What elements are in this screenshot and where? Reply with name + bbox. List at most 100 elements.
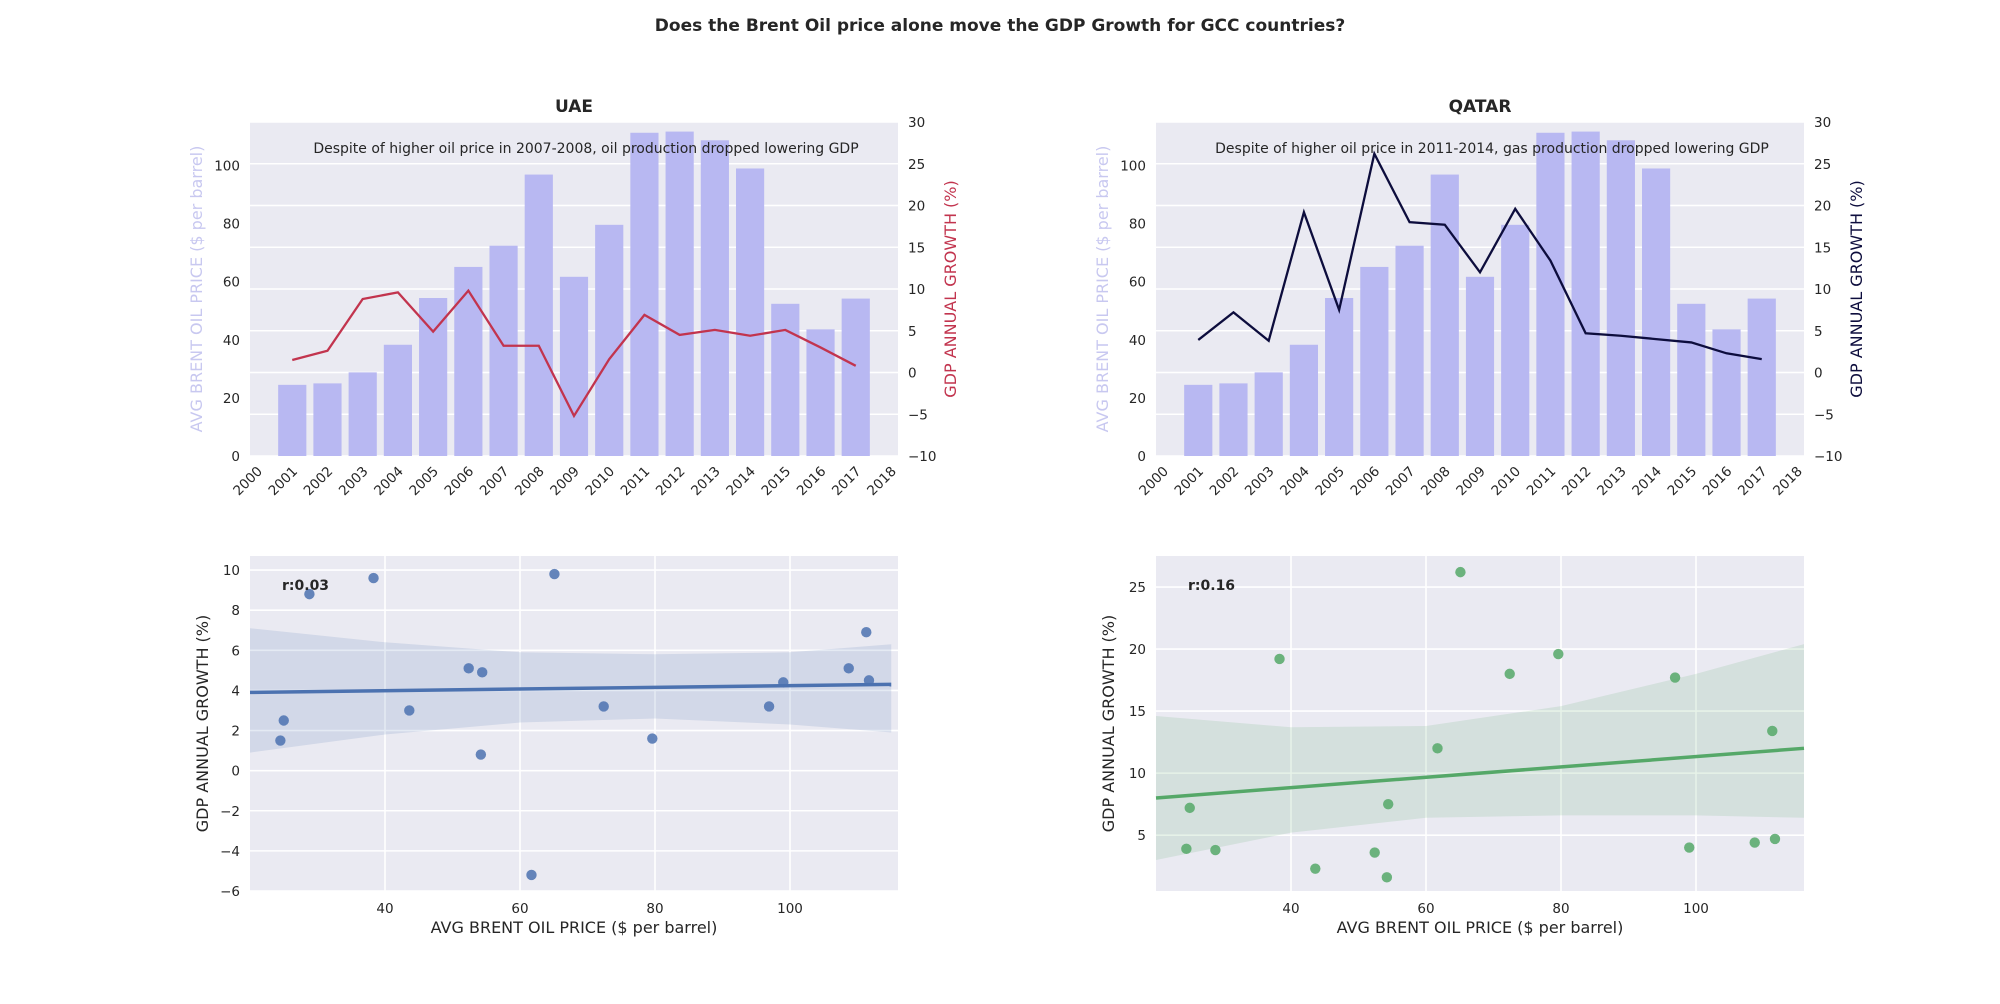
bar-2008 (524, 174, 553, 456)
scatter-point (278, 715, 289, 726)
bar-2005 (419, 298, 448, 456)
x-tick-label: 40 (1282, 901, 1299, 917)
y-tick-label: 40 (1129, 333, 1146, 349)
y2-tick-label: 30 (1814, 115, 1831, 131)
y-tick-label: 100 (1120, 159, 1146, 175)
x-tick-label: 2018 (1770, 464, 1806, 500)
scatter-point (1274, 653, 1285, 665)
bar-2012 (665, 131, 694, 456)
y-tick-label: 100 (214, 159, 240, 175)
scatter-point (1310, 863, 1321, 874)
bar-2009 (559, 276, 589, 456)
scatter-point (1553, 648, 1564, 660)
x-tick-label: 2000 (230, 464, 266, 500)
bar-2002 (313, 383, 342, 456)
bar-2014 (736, 168, 765, 457)
confidence-band (1156, 644, 1804, 860)
y-tick-label: 10 (1129, 766, 1146, 782)
y2-tick-label: 5 (1814, 324, 1823, 340)
scatter-point (1767, 725, 1778, 737)
y2-tick-label: 0 (1814, 366, 1823, 382)
y-tick-label: 15 (1129, 704, 1146, 720)
y-tick-label: 6 (231, 643, 240, 659)
bar-2010 (1501, 224, 1530, 456)
y-tick-label: −6 (220, 884, 240, 900)
x-tick-label: 2004 (371, 464, 407, 500)
bar-2013 (700, 140, 729, 456)
scatter-point (304, 588, 315, 600)
y2-tick-label: 10 (1814, 282, 1831, 298)
bar-2001 (278, 384, 307, 456)
x-tick-label: 2001 (265, 464, 301, 500)
x-tick-label: 100 (777, 901, 803, 917)
bar-2004 (1289, 344, 1318, 456)
qatar_scatter-group: 5 10 15 20 25 40 60 80 100 r:0.16 AVG BRENT OIL PR… (1099, 556, 1805, 937)
y-tick-label: 5 (1137, 828, 1146, 844)
y2-tick-label: −5 (1814, 407, 1834, 423)
scatter-point (404, 705, 415, 716)
bar-2011 (630, 132, 659, 456)
y2-tick-label: 0 (908, 366, 917, 382)
x-tick-label: 2001 (1171, 464, 1207, 500)
scatter-point (647, 733, 658, 744)
x-tick-label: 2004 (1277, 464, 1313, 500)
x-axis-label: AVG BRENT OIL PRICE ($ per barrel) (1337, 918, 1624, 937)
y-tick-label: 20 (1129, 642, 1146, 658)
scatter-point (477, 667, 488, 678)
x-tick-label: 100 (1683, 901, 1709, 917)
x-tick-label: 2006 (442, 464, 478, 500)
x-tick-label: 2016 (794, 464, 830, 500)
scatter-point (778, 677, 789, 688)
x-tick-label: 2012 (653, 464, 689, 500)
x-tick-label: 2010 (582, 464, 618, 500)
y-axis-label: GDP ANNUAL GROWTH (%) (1099, 615, 1118, 833)
x-tick-label: 80 (1552, 901, 1569, 917)
y-tick-label: 40 (223, 333, 240, 349)
x-tick-label: 2017 (829, 464, 865, 500)
gdp-line (1197, 150, 1762, 361)
y-tick-label: 0 (1137, 449, 1146, 465)
scatter-point (1369, 847, 1380, 858)
y-axis-label: AVG BRENT OIL PRICE ($ per barrel) (187, 146, 206, 433)
y2-tick-label: 20 (1814, 199, 1831, 215)
uae_scatter-group: −6 −4 −2 0 2 4 6 8 10 40 60 80 100 r:0.03 AVG BRENT OI… (193, 556, 898, 937)
bar-2006 (1360, 266, 1389, 456)
x-tick-label: 2017 (1735, 464, 1771, 500)
scatter-point (863, 675, 875, 686)
y2-tick-label: 25 (1814, 157, 1831, 173)
scatter-point (1669, 672, 1681, 683)
scatter-point (1769, 833, 1781, 845)
x-tick-label: 2015 (1665, 464, 1701, 500)
y2-tick-label: 15 (908, 240, 925, 256)
x-axis-label: AVG BRENT OIL PRICE ($ per barrel) (431, 918, 718, 937)
x-tick-label: 2012 (1559, 464, 1595, 500)
bar-2013 (1606, 140, 1635, 456)
regression-line (1155, 746, 1805, 800)
y2-axis-label: GDP ANNUAL GROWTH (%) (941, 180, 960, 398)
bar-2016 (806, 329, 835, 456)
x-tick-label: 60 (511, 901, 528, 917)
y2-tick-label: −5 (908, 407, 928, 423)
scatter-point (843, 663, 854, 674)
y2-axis-label: GDP ANNUAL GROWTH (%) (1847, 180, 1866, 398)
scatter-point (526, 869, 537, 881)
y-tick-label: 4 (231, 683, 240, 699)
figure-suptitle: Does the Brent Oil price alone move the … (654, 16, 1346, 36)
x-tick-label: 2007 (1383, 464, 1419, 500)
bar-2015 (771, 303, 800, 456)
scatter-point (1210, 844, 1221, 856)
x-tick-label: 2018 (864, 464, 900, 500)
x-tick-label: 2005 (1312, 464, 1348, 500)
bar-2007 (1395, 245, 1424, 456)
y-tick-label: 60 (223, 275, 240, 291)
y-tick-label: 0 (231, 764, 240, 780)
x-tick-label: 2005 (406, 464, 442, 500)
annotation: Despite of higher oil price in 2007-2008… (313, 141, 858, 157)
y2-tick-label: 25 (908, 157, 925, 173)
scatter-point (475, 749, 487, 760)
panel-title: UAE (555, 97, 593, 117)
y2-tick-label: −10 (908, 449, 937, 465)
scatter-point (1455, 566, 1466, 578)
